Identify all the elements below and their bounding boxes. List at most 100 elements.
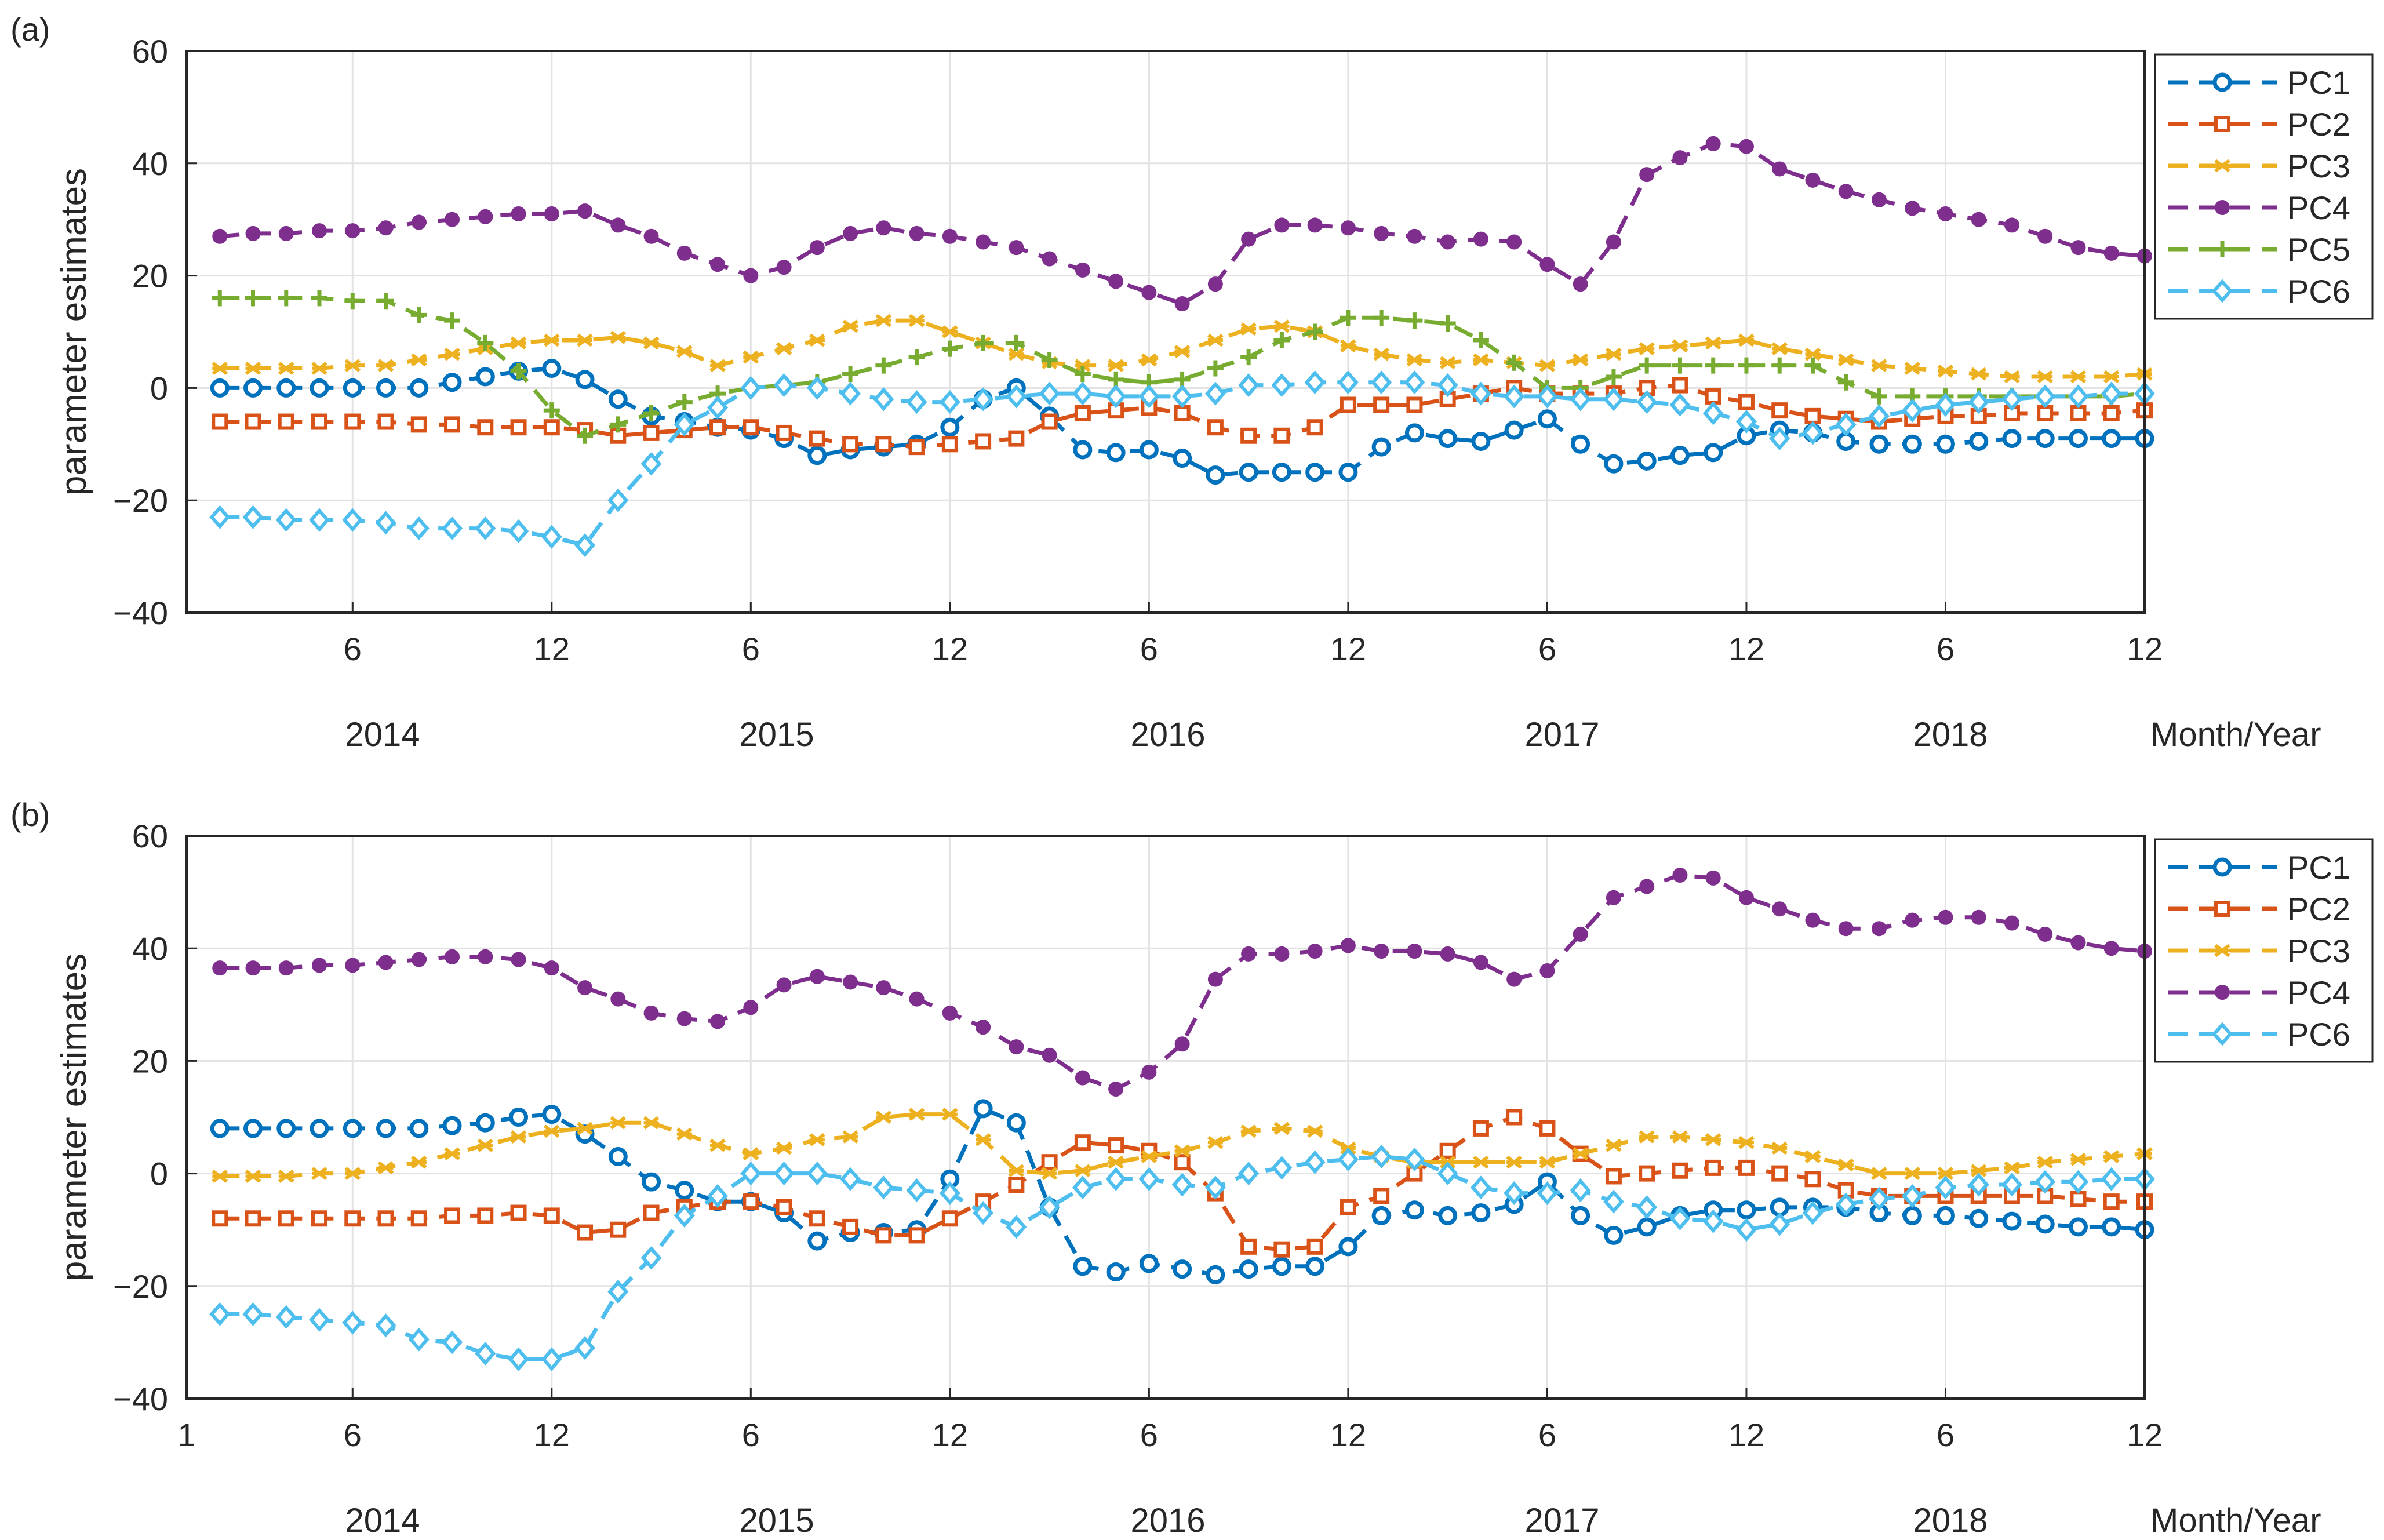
panel-a: (a) −40 −20 0 20 40 60 parameter estimates 6 12 6 1…	[10, 11, 2374, 753]
series-pc4	[212, 867, 2152, 1097]
data-point-pc3	[875, 314, 892, 327]
data-point-pc2	[377, 1210, 394, 1227]
data-point-pc6	[1204, 381, 1226, 406]
data-point-pc4	[511, 206, 526, 222]
data-point-pc1	[2102, 429, 2121, 449]
y-tick-labels: −40 −20 0 20 40 60	[113, 33, 197, 631]
data-point-pc3	[1738, 333, 1755, 347]
data-point-pc3	[1207, 1135, 1224, 1149]
data-point-pc2	[1174, 405, 1191, 422]
data-point-pc5	[245, 290, 261, 307]
data-point-pc2	[410, 1210, 427, 1227]
data-point-pc2	[311, 413, 328, 430]
data-point-pc6	[1437, 1162, 1458, 1186]
legend-entry-pc2: PC2	[2168, 891, 2350, 927]
data-point-pc6	[1636, 390, 1658, 414]
data-point-pc4	[1141, 1064, 1157, 1080]
data-point-pc6	[1902, 1184, 1923, 1208]
data-point-pc1	[1969, 1208, 1989, 1228]
data-point-pc6	[1935, 1175, 1956, 1200]
data-point-pc1	[1338, 463, 1358, 482]
data-point-pc6	[2001, 1173, 2022, 1197]
data-point-pc2	[809, 1210, 825, 1227]
data-point-pc5	[410, 307, 427, 323]
data-point-pc4	[1440, 946, 1455, 962]
data-point-pc6	[209, 1302, 231, 1326]
data-point-pc2	[510, 419, 527, 436]
data-point-pc3	[543, 333, 560, 347]
data-point-pc3	[2004, 370, 2020, 384]
data-point-pc6	[1935, 392, 1956, 417]
series-line-pc4	[220, 141, 2145, 306]
data-point-pc4	[909, 225, 925, 241]
data-point-pc2	[1174, 1154, 1191, 1171]
legend-label: PC4	[2287, 974, 2350, 1011]
data-point-pc1	[2035, 1214, 2055, 1234]
data-point-pc2	[1240, 1238, 1257, 1255]
year-label: 2014	[345, 1502, 420, 1539]
data-point-pc3	[1937, 1167, 1954, 1180]
data-point-pc1	[1902, 434, 1922, 454]
data-point-pc1	[243, 378, 263, 398]
data-point-pc4	[643, 1005, 659, 1021]
data-point-pc3	[1075, 1164, 1091, 1178]
data-point-pc4	[2070, 240, 2086, 256]
y-tick-label: 60	[132, 818, 168, 854]
data-point-pc1	[2102, 1217, 2121, 1237]
data-point-pc2	[212, 1210, 228, 1227]
data-point-pc4	[1374, 944, 1389, 959]
data-point-pc1	[1571, 1206, 1590, 1225]
legend-label: PC3	[2287, 933, 2350, 969]
data-point-pc3	[1672, 1130, 1688, 1144]
data-point-pc6	[1171, 384, 1193, 409]
data-point-pc1	[376, 1119, 396, 1138]
legend-marker	[2212, 72, 2232, 92]
data-point-pc1	[1404, 1200, 1424, 1220]
data-point-pc4	[544, 960, 559, 976]
data-point-pc3	[610, 1116, 627, 1130]
data-point-pc4	[610, 217, 626, 233]
data-point-pc3	[875, 1111, 892, 1124]
data-point-pc4	[843, 225, 858, 241]
data-point-pc3	[2103, 1150, 2120, 1163]
data-point-pc2	[875, 436, 892, 453]
data-point-pc5	[975, 334, 992, 351]
data-point-pc6	[1735, 1218, 1757, 1242]
data-point-pc4	[1473, 955, 1488, 970]
data-point-pc3	[776, 342, 792, 355]
data-point-pc1	[310, 1119, 329, 1138]
data-point-pc4	[445, 212, 460, 227]
data-point-pc6	[442, 1330, 463, 1355]
legend-label: PC6	[2287, 273, 2350, 310]
gridlines	[187, 836, 2146, 1399]
data-point-pc3	[1273, 319, 1290, 333]
data-point-pc4	[2004, 217, 2019, 233]
data-point-pc1	[1106, 1262, 1126, 1282]
y-tick-label: 40	[132, 930, 168, 967]
data-point-pc5	[908, 349, 925, 366]
legend-label: PC2	[2287, 106, 2350, 143]
data-point-pc4	[245, 225, 261, 241]
data-point-pc4	[676, 1011, 692, 1026]
data-point-pc2	[1672, 1162, 1688, 1179]
data-point-pc4	[2103, 245, 2119, 261]
data-point-pc4	[1838, 921, 1854, 937]
data-point-pc2	[344, 413, 361, 430]
data-point-pc4	[1207, 971, 1223, 987]
data-point-pc5	[1340, 310, 1356, 326]
data-point-pc3	[1473, 1155, 1489, 1169]
plot-frame	[185, 835, 2146, 1400]
year-label: 2017	[1524, 716, 1599, 753]
data-point-pc3	[809, 333, 825, 347]
x-tick-label: 12	[534, 1417, 570, 1453]
data-point-pc4	[1871, 921, 1887, 937]
data-point-pc2	[410, 416, 427, 433]
data-point-pc1	[442, 373, 462, 392]
data-point-pc2	[875, 1227, 892, 1244]
data-point-pc1	[973, 1099, 993, 1119]
data-point-pc3	[1174, 1144, 1191, 1158]
data-point-pc1	[409, 378, 429, 398]
data-point-pc4	[378, 955, 394, 970]
data-point-pc6	[1537, 384, 1558, 409]
